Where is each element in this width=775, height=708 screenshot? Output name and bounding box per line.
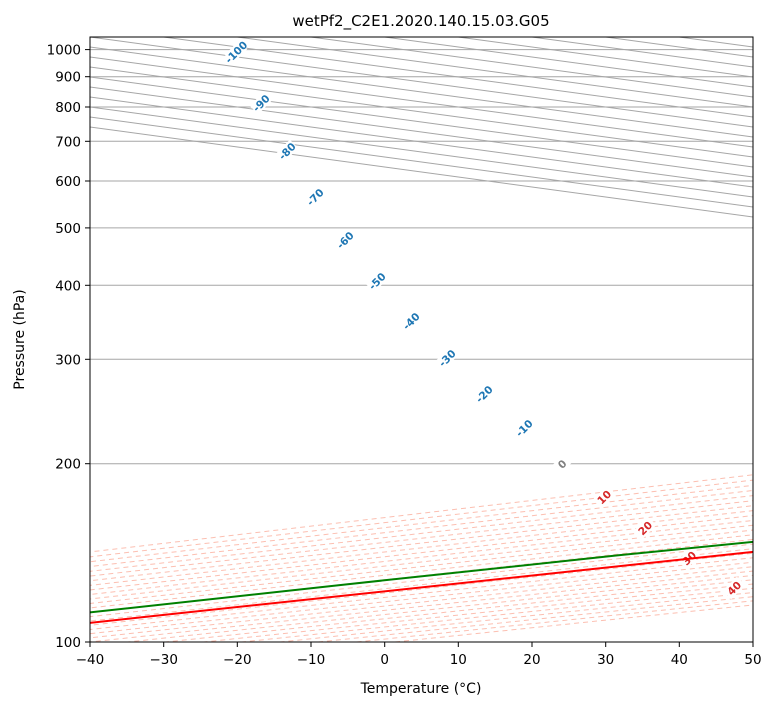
y-tick-label: 800 — [55, 100, 81, 116]
x-tick-label: 30 — [597, 652, 614, 668]
isotherm-label-bg — [399, 309, 423, 333]
isotherm-label-bg — [633, 516, 657, 540]
isotherm-line — [90, 76, 753, 168]
y-tick-label: 1000 — [47, 43, 81, 59]
axes: −40 −30 −20 −10 0 10 20 30 40 50 100 200 300 400 500 60… — [47, 43, 762, 668]
x-tick-label: −20 — [223, 652, 252, 668]
x-tick-label: 10 — [450, 652, 467, 668]
plot-frame — [89, 36, 754, 643]
x-tick-label: 0 — [380, 652, 389, 668]
y-tick-label: 300 — [55, 352, 81, 368]
isotherm-line — [90, 86, 753, 178]
x-tick-label: −10 — [297, 652, 326, 668]
plot-area — [90, 37, 753, 642]
isotherm-label-bg — [224, 40, 248, 64]
y-tick-label: 400 — [55, 278, 81, 294]
isotherm-label-bg — [722, 576, 746, 600]
chart-title: wetPf2_C2E1.2020.140.15.03.G05 — [292, 12, 549, 31]
x-tick-label: −40 — [76, 652, 105, 668]
isotherm-line — [90, 126, 753, 218]
x-tick-label: 40 — [671, 652, 688, 668]
x-tick-label: 50 — [744, 652, 761, 668]
isotherm-label-bg — [472, 382, 496, 406]
isotherm-label-bg — [550, 452, 574, 476]
isotherm-line — [90, 116, 753, 208]
y-tick-label: 200 — [55, 457, 81, 473]
isotherm-line — [90, 56, 753, 148]
isotherm-line — [90, 96, 753, 188]
y-axis-label: Pressure (hPa) — [12, 289, 28, 389]
y-tick-label: 600 — [55, 174, 81, 190]
isotherm-line — [90, 106, 753, 198]
isotherm-label-bg — [512, 416, 536, 440]
y-tick-label: 500 — [55, 221, 81, 237]
isotherm-label-bg — [435, 346, 459, 370]
x-tick-label: 20 — [523, 652, 540, 668]
background-lines — [90, 37, 753, 642]
isotherm-label-bg — [592, 485, 616, 509]
isotherm-label-bg — [365, 269, 389, 293]
overlay-labels: -100-90-80-70-60-50-40-30-20-10010203040… — [223, 39, 746, 600]
x-tick-label: −30 — [149, 652, 178, 668]
isotherm-label-bg — [249, 91, 273, 115]
isotherm-label-bg — [303, 185, 327, 209]
y-tick-label: 700 — [55, 134, 81, 150]
x-axis-label: Temperature (°C) — [360, 681, 482, 697]
isotherm-label-bg — [333, 228, 357, 252]
y-tick-label: 100 — [55, 635, 81, 651]
isotherm-line — [90, 66, 753, 158]
y-tick-label: 900 — [55, 70, 81, 86]
isotherm-label-bg — [275, 139, 299, 163]
